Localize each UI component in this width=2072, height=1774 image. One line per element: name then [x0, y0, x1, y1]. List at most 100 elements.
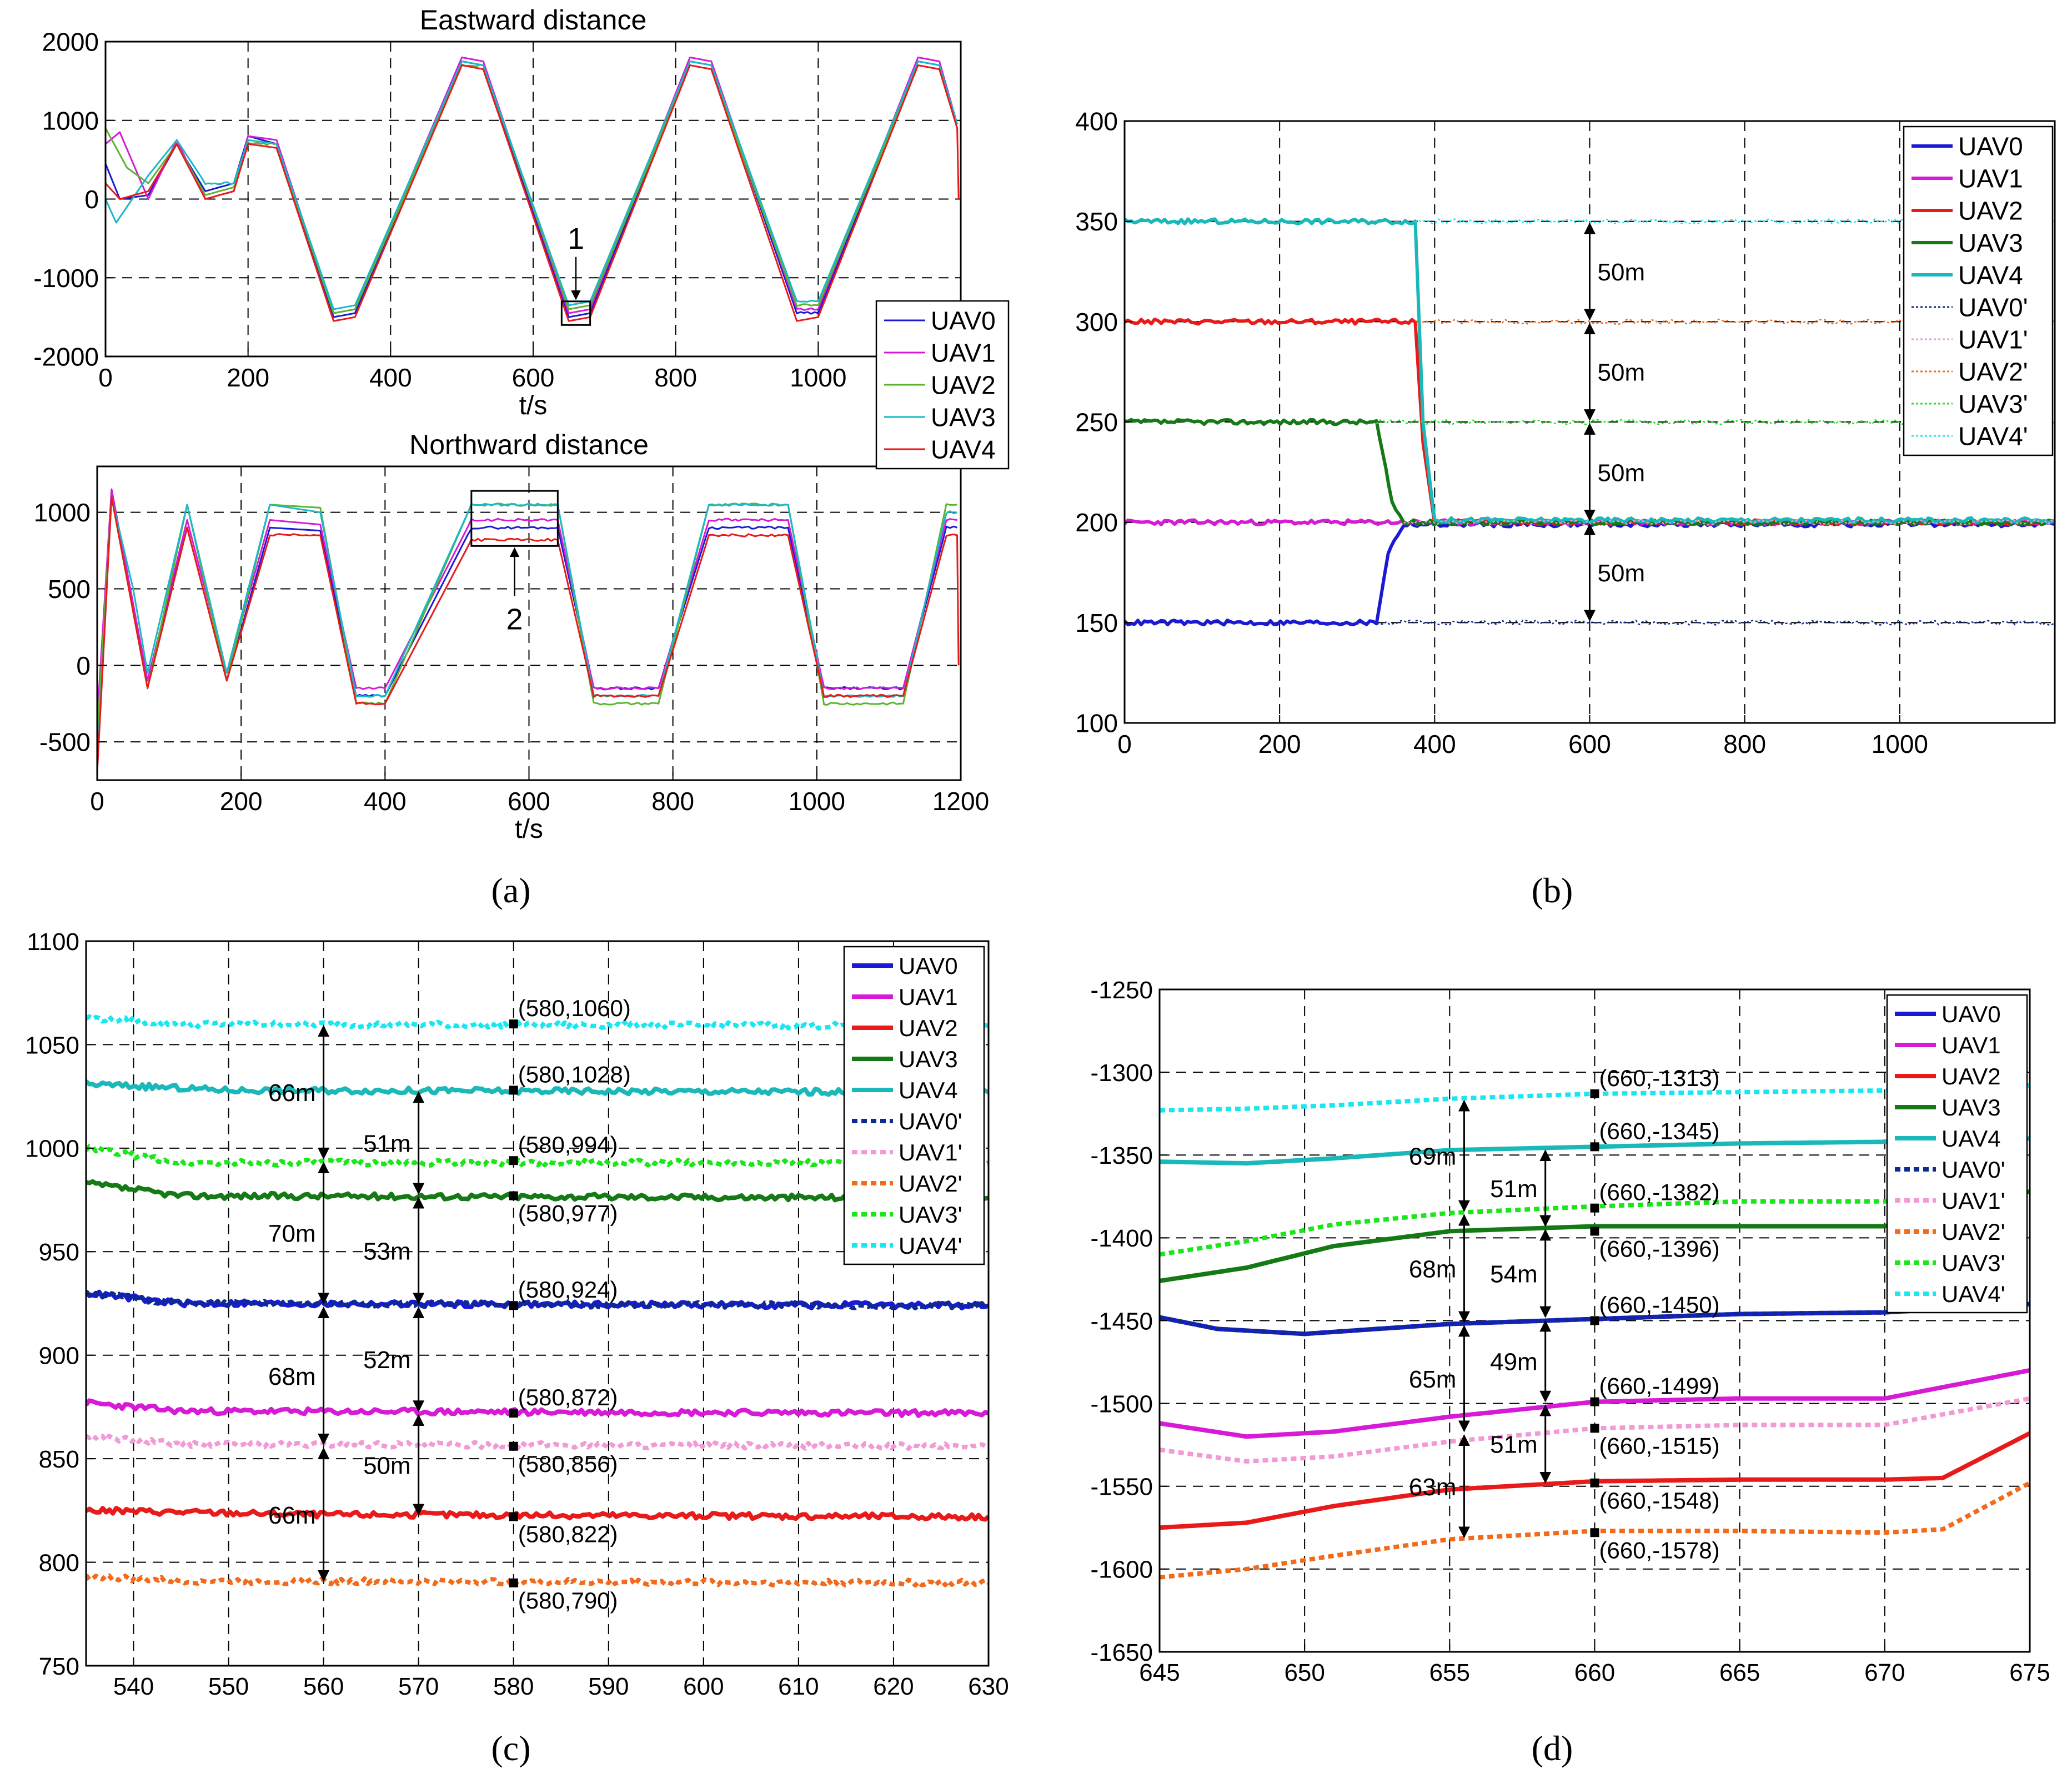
dimension-label: 65m [1409, 1366, 1457, 1393]
data-point-marker [509, 1019, 518, 1029]
data-point-label: (660,-1345) [1599, 1118, 1720, 1144]
x-tick-label: 0 [98, 363, 113, 392]
dimension-label: 68m [268, 1363, 316, 1390]
series-uav0p [86, 1290, 989, 1310]
dimension-label: 50m [1598, 359, 1645, 386]
series-uav3p [1160, 1166, 2030, 1257]
legend: UAV0 UAV1 UAV2 UAV3 UAV4 [875, 300, 1010, 470]
y-tick-label: 300 [1075, 308, 1118, 336]
x-tick-label: 590 [588, 1673, 629, 1700]
chart-c: 540 550 560 570 580 590 600 610 620 630 750 800 850 9… [25, 928, 1009, 1700]
x-tick-label: 0 [1117, 730, 1132, 758]
legend-label: UAV3 [1941, 1094, 2001, 1120]
x-tick-label: 600 [508, 787, 550, 816]
data-point-label: (660,-1396) [1599, 1235, 1720, 1262]
series-uav4 [1125, 217, 2055, 525]
dimension-label: 50m [1598, 459, 1645, 486]
data-point-marker [1590, 1203, 1599, 1213]
x-tick-label: 550 [208, 1673, 249, 1700]
y-tick-label: 350 [1075, 207, 1118, 236]
data-point-marker [509, 1085, 518, 1095]
series-uav2p [86, 1573, 989, 1588]
dimension-label: 68m [1409, 1256, 1457, 1283]
legend-frame [1903, 125, 2054, 456]
x-tick-label: 645 [1139, 1659, 1180, 1686]
legend-label: UAV4' [1941, 1281, 2005, 1307]
series-uav3 [86, 1179, 989, 1203]
x-tick-label: 600 [1568, 730, 1611, 758]
chart-a2: 0 200 400 600 800 1000 1200 -500 0 500 1000 Northwa… [34, 429, 990, 844]
x-tick-label: 1000 [790, 363, 846, 392]
legend-label: UAV3' [899, 1202, 962, 1228]
chart-title: Eastward distance [420, 4, 647, 36]
y-tick-label: -1400 [1090, 1225, 1153, 1252]
legend-label: UAV1 [1941, 1032, 2001, 1058]
series-uav3 [106, 60, 959, 310]
x-tick-label: 1200 [932, 787, 989, 816]
zoom-box [560, 300, 591, 326]
legend-label: UAV4 [1941, 1125, 2001, 1152]
series-uav2 [86, 1506, 989, 1522]
legend-label: UAV0' [899, 1108, 962, 1134]
dimension-label: 66m [268, 1502, 316, 1529]
data-point-marker [1590, 1142, 1599, 1152]
dimension-label: 69m [1409, 1143, 1457, 1170]
series-uav4 [106, 64, 960, 322]
y-tick-label: -1350 [1090, 1142, 1153, 1169]
legend-label: UAV2 [899, 1015, 958, 1041]
x-tick-label: 610 [778, 1673, 819, 1700]
y-tick-label: 750 [39, 1653, 79, 1680]
x-tick-label: 660 [1574, 1659, 1615, 1686]
data-point-label: (660,-1313) [1599, 1065, 1720, 1091]
y-tick-label: -1000 [33, 264, 99, 293]
data-point-label: (580,822) [518, 1521, 618, 1547]
legend-label: UAV4' [1958, 422, 2028, 451]
zoom-box [470, 490, 559, 547]
series-group [97, 488, 960, 773]
legend: UAV0 UAV1 UAV2 UAV3 UAV4 UAV0' UAV1' UAV2' UAV3'… [1886, 994, 2028, 1314]
dimension-label: 50m [1598, 560, 1645, 587]
legend-label: UAV3 [899, 1046, 958, 1072]
dimension-label: 53m [363, 1238, 411, 1265]
y-tick-label: -500 [39, 728, 91, 757]
x-tick-label: 600 [683, 1673, 724, 1700]
series-uav1p [86, 1433, 989, 1451]
series-uav3 [97, 496, 957, 765]
y-tick-label: 1050 [25, 1032, 79, 1059]
x-tick-label: 800 [1723, 730, 1766, 758]
data-point-marker [509, 1191, 518, 1200]
dimension-label: 51m [1490, 1431, 1538, 1459]
y-tick-label: 1000 [34, 498, 91, 527]
series-uav4 [97, 496, 960, 773]
legend-label: UAV1 [931, 339, 996, 368]
data-point-label: (580,1060) [518, 995, 631, 1021]
chart-d: 645 650 655 660 665 670 675 -1650 -1600 -1550 -150… [1090, 977, 2050, 1686]
legend-label: UAV4 [899, 1077, 958, 1103]
dimension-label: 66m [268, 1079, 316, 1107]
legend-label: UAV1' [1941, 1188, 2005, 1214]
legend-label: UAV2' [1958, 358, 2028, 386]
x-tick-label: 650 [1284, 1659, 1325, 1686]
data-point-label: (660,-1382) [1599, 1179, 1720, 1205]
chart-b: 0 200 400 600 800 1000 100 150 200 250 300 350 400 50… [1075, 107, 2056, 758]
caption-a: (a) [491, 871, 530, 910]
y-tick-label: -1550 [1090, 1474, 1153, 1501]
x-tick-label: 200 [1258, 730, 1301, 758]
x-tick-label: 1000 [1872, 730, 1928, 758]
x-tick-label: 400 [364, 787, 407, 816]
axes-frame [85, 940, 990, 1667]
data-point-label: (580,856) [518, 1451, 618, 1477]
series-uav3p [86, 1144, 989, 1168]
legend-label: UAV0 [1958, 132, 2023, 161]
y-tick-label: 800 [39, 1549, 79, 1576]
y-tick-label: 100 [1075, 709, 1118, 738]
y-tick-label: -2000 [33, 343, 99, 371]
x-tick-label: 800 [654, 363, 697, 392]
x-tick-label: 570 [398, 1673, 439, 1700]
y-tick-label: -1250 [1090, 977, 1153, 1004]
data-point-label: (660,-1450) [1599, 1292, 1720, 1318]
x-tick-label: 670 [1864, 1659, 1905, 1686]
legend-label: UAV2' [1941, 1219, 2005, 1245]
legend-label: UAV3' [1958, 390, 2028, 419]
x-tick-label: 200 [220, 787, 263, 816]
